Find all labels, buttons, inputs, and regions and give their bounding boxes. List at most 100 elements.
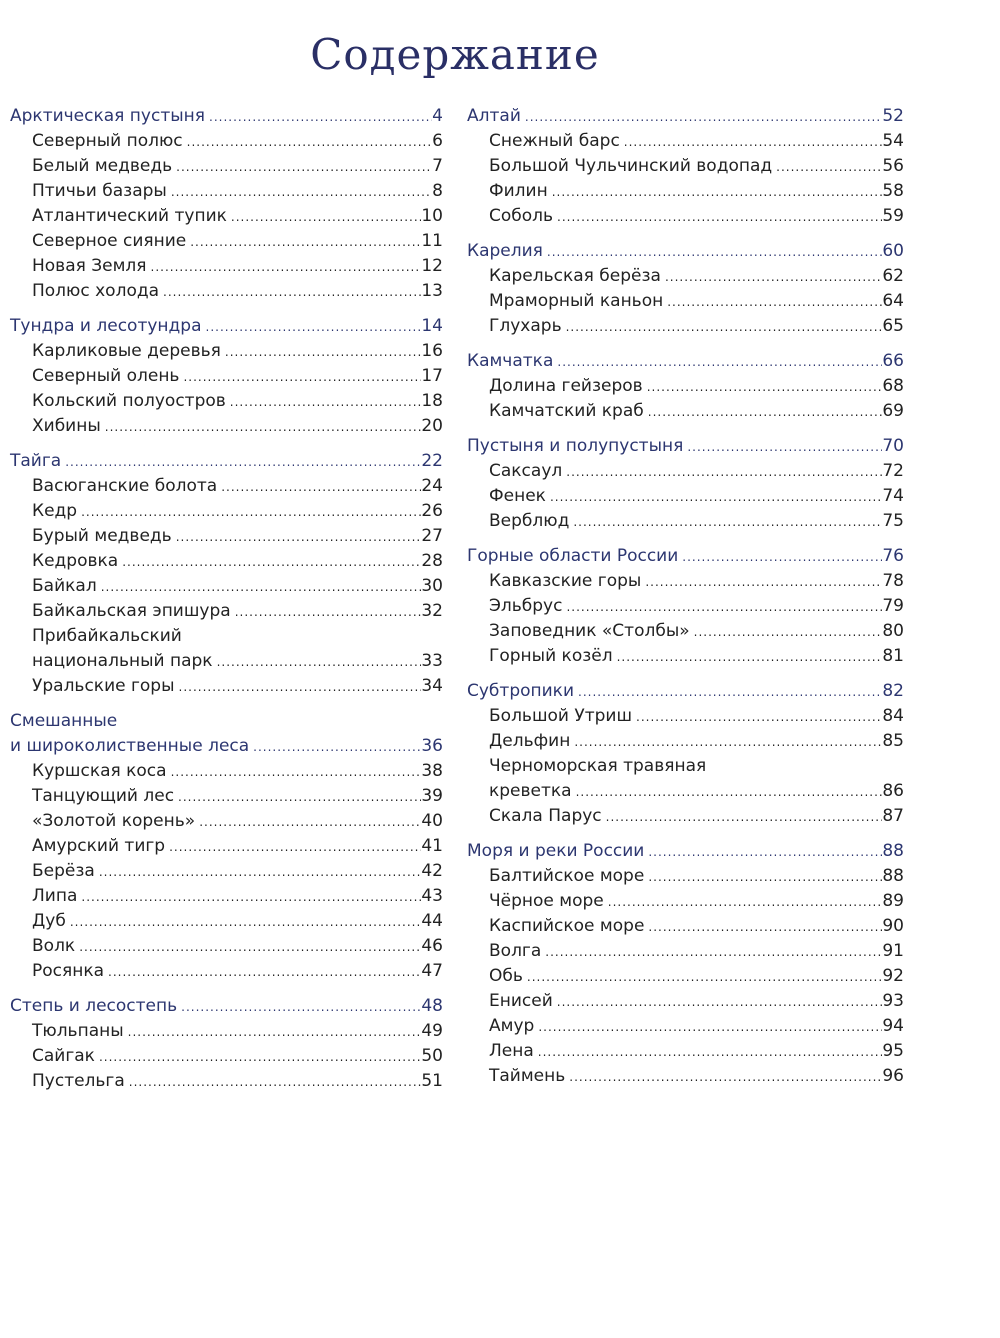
toc-entry[interactable]: Хибины 20 — [10, 414, 443, 439]
entry-title: Филин — [489, 181, 548, 201]
toc-entry[interactable]: Каспийское море 90 — [467, 914, 904, 939]
toc-entry[interactable]: Верблюд 75 — [467, 509, 904, 534]
toc-entry[interactable]: креветка 86 — [467, 779, 904, 804]
entry-title: Куршская коса — [32, 761, 167, 781]
toc-section-heading[interactable]: Пустыня и полупустыня 70 — [467, 434, 904, 459]
entry-title: Кольский полуостров — [32, 391, 226, 411]
toc-entry[interactable]: Атлантический тупик 10 — [10, 204, 443, 229]
toc-section: Горные области России 76 Кавказские горы 78… — [467, 544, 904, 669]
toc-entry[interactable]: Амурский тигр 41 — [10, 834, 443, 859]
toc-section-heading[interactable]: Камчатка 66 — [467, 349, 904, 374]
entry-title: Карелия — [467, 241, 543, 261]
toc-entry[interactable]: Мраморный каньон 64 — [467, 289, 904, 314]
page-number: 38 — [421, 761, 443, 781]
toc-entry[interactable]: Балтийское море 88 — [467, 864, 904, 889]
toc-entry[interactable]: Соболь 59 — [467, 204, 904, 229]
toc-entry[interactable]: Волга 91 — [467, 939, 904, 964]
toc-entry[interactable]: Птичьи базары 8 — [10, 179, 443, 204]
toc-section-heading[interactable]: Алтай 52 — [467, 104, 904, 129]
toc-entry[interactable]: Новая Земля 12 — [10, 254, 443, 279]
toc-entry[interactable]: Северный олень 17 — [10, 364, 443, 389]
toc-entry[interactable]: Байкальская эпишура 32 — [10, 599, 443, 624]
toc-entry[interactable]: Дуб 44 — [10, 909, 443, 934]
entry-title: Уральские горы — [32, 676, 175, 696]
toc-entry[interactable]: Обь 92 — [467, 964, 904, 989]
toc-section-heading[interactable]: Тайга 22 — [10, 449, 443, 474]
toc-entry[interactable]: Фенек 74 — [467, 484, 904, 509]
toc-entry[interactable]: Прибайкальский — [10, 624, 443, 649]
page-number: 78 — [882, 571, 904, 591]
toc-entry[interactable]: Саксаул 72 — [467, 459, 904, 484]
toc-entry[interactable]: Кедр 26 — [10, 499, 443, 524]
toc-entry[interactable]: Карельская берёза 62 — [467, 264, 904, 289]
toc-entry[interactable]: Танцующий лес 39 — [10, 784, 443, 809]
toc-entry[interactable]: Черноморская травяная — [467, 754, 904, 779]
dot-leader — [552, 180, 883, 205]
toc-entry[interactable]: национальный парк 33 — [10, 649, 443, 674]
dot-leader — [648, 865, 882, 890]
dot-leader — [225, 340, 421, 365]
toc-entry[interactable]: Дельфин 85 — [467, 729, 904, 754]
toc-entry[interactable]: Филин 58 — [467, 179, 904, 204]
toc-section-heading[interactable]: Степь и лесостепь 48 — [10, 994, 443, 1019]
toc-entry[interactable]: Тюльпаны 49 — [10, 1019, 443, 1044]
toc-entry[interactable]: Лена 95 — [467, 1039, 904, 1064]
toc-section-heading[interactable]: Смешанные — [10, 709, 443, 734]
page-number: 39 — [421, 786, 443, 806]
toc-entry[interactable]: Карликовые деревья 16 — [10, 339, 443, 364]
entry-title: Дуб — [32, 911, 66, 931]
entry-title: Фенек — [489, 486, 546, 506]
toc-entry[interactable]: Эльбрус 79 — [467, 594, 904, 619]
dot-leader — [65, 450, 421, 475]
toc-entry[interactable]: Кедровка 28 — [10, 549, 443, 574]
toc-entry[interactable]: Большой Чульчинский водопад 56 — [467, 154, 904, 179]
toc-entry[interactable]: Волк 46 — [10, 934, 443, 959]
entry-title: Камчатский краб — [489, 401, 644, 421]
toc-section-heading[interactable]: Арктическая пустыня 4 — [10, 104, 443, 129]
toc-entry[interactable]: Уральские горы 34 — [10, 674, 443, 699]
toc-entry[interactable]: Глухарь 65 — [467, 314, 904, 339]
toc-entry[interactable]: Васюганские болота 24 — [10, 474, 443, 499]
toc-section: Смешанные и широколиственные леса 36 Куршск… — [10, 709, 443, 984]
toc-entry[interactable]: Большой Утриш 84 — [467, 704, 904, 729]
toc-entry[interactable]: Амур 94 — [467, 1014, 904, 1039]
page-number: 85 — [882, 731, 904, 751]
toc-entry[interactable]: Северный полюс 6 — [10, 129, 443, 154]
toc-entry[interactable]: Кольский полуостров 18 — [10, 389, 443, 414]
entry-title: Байкал — [32, 576, 97, 596]
toc-entry[interactable]: Берёза 42 — [10, 859, 443, 884]
toc-section-heading[interactable]: Карелия 60 — [467, 239, 904, 264]
toc-entry[interactable]: Пустельга 51 — [10, 1069, 443, 1094]
toc-entry[interactable]: Заповедник «Столбы» 80 — [467, 619, 904, 644]
page-number: 70 — [882, 436, 904, 456]
toc-section-heading[interactable]: Горные области России 76 — [467, 544, 904, 569]
toc-entry[interactable]: Камчатский краб 69 — [467, 399, 904, 424]
entry-title: национальный парк — [32, 651, 213, 671]
toc-entry[interactable]: Липа 43 — [10, 884, 443, 909]
toc-entry[interactable]: Таймень 96 — [467, 1064, 904, 1089]
toc-section-heading[interactable]: Тундра и лесотундра 14 — [10, 314, 443, 339]
toc-entry[interactable]: Енисей 93 — [467, 989, 904, 1014]
toc-entry[interactable]: Сайгак 50 — [10, 1044, 443, 1069]
entry-title: Берёза — [32, 861, 95, 881]
toc-entry[interactable]: Снежный барс 54 — [467, 129, 904, 154]
toc-entry[interactable]: Полюс холода 13 — [10, 279, 443, 304]
toc-entry[interactable]: Скала Парус 87 — [467, 804, 904, 829]
entry-title: Белый медведь — [32, 156, 173, 176]
toc-entry[interactable]: Белый медведь 7 — [10, 154, 443, 179]
toc-entry[interactable]: Росянка 47 — [10, 959, 443, 984]
toc-entry[interactable]: Чёрное море 89 — [467, 889, 904, 914]
toc-entry[interactable]: Куршская коса 38 — [10, 759, 443, 784]
entry-title: Горные области России — [467, 546, 679, 566]
toc-entry[interactable]: Северное сияние 11 — [10, 229, 443, 254]
toc-entry[interactable]: Горный козёл 81 — [467, 644, 904, 669]
toc-entry[interactable]: Байкал 30 — [10, 574, 443, 599]
toc-section-heading[interactable]: Моря и реки России 88 — [467, 839, 904, 864]
toc-section-heading[interactable]: Субтропики 82 — [467, 679, 904, 704]
page-number: 8 — [432, 181, 443, 201]
toc-entry[interactable]: «Золотой корень» 40 — [10, 809, 443, 834]
toc-entry[interactable]: Долина гейзеров 68 — [467, 374, 904, 399]
toc-entry[interactable]: Кавказские горы 78 — [467, 569, 904, 594]
toc-section-heading[interactable]: и широколиственные леса 36 — [10, 734, 443, 759]
toc-entry[interactable]: Бурый медведь 27 — [10, 524, 443, 549]
